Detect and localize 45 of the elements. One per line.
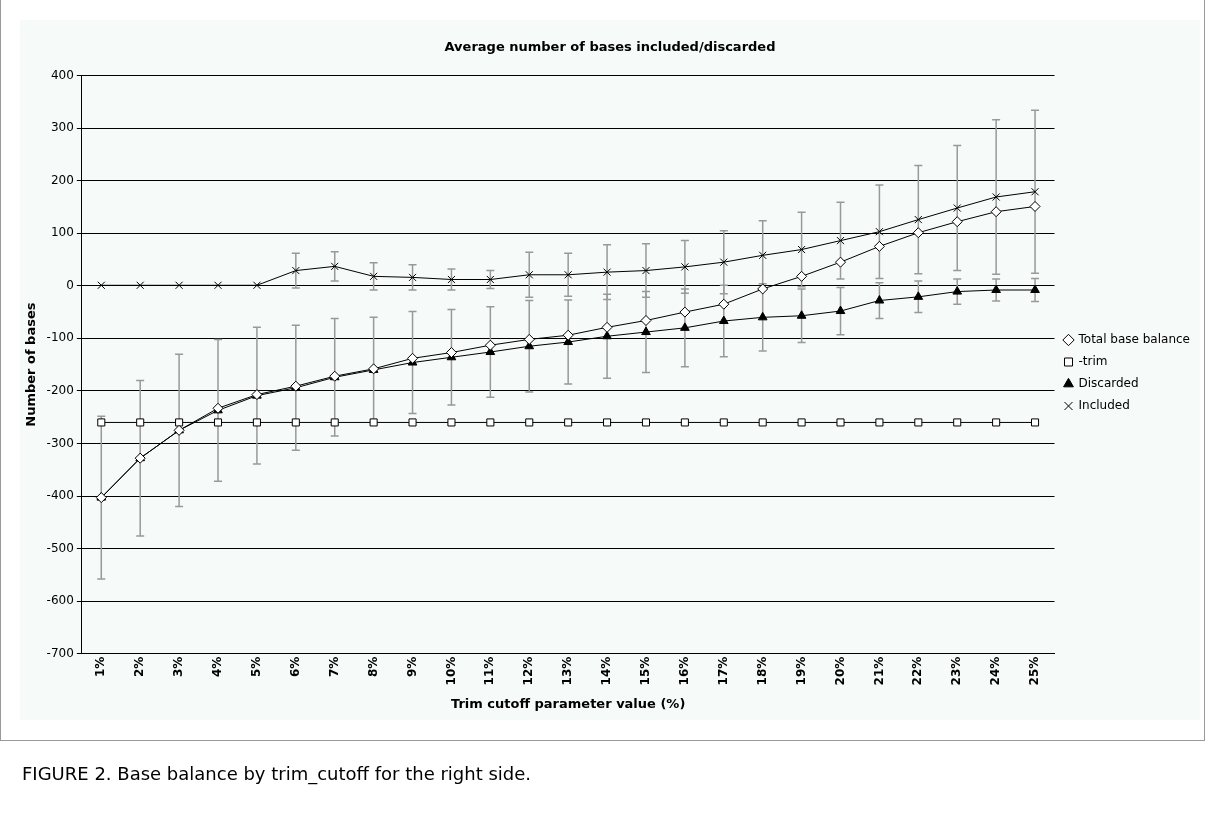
- x-tick-label: 15%: [638, 656, 653, 686]
- x-tick-label: 5%: [249, 656, 264, 678]
- x-tick-label: 3%: [171, 656, 186, 678]
- y-tick-label: -200: [46, 383, 74, 398]
- y-tick-label: 100: [50, 225, 74, 240]
- x-tick-label: 17%: [715, 656, 730, 686]
- x-tick-label: 23%: [949, 656, 964, 686]
- x-tick-label: 2%: [132, 656, 147, 678]
- x-tick-label: 14%: [599, 656, 614, 686]
- y-tick-label: -600: [46, 593, 74, 608]
- x-tick-label: 10%: [443, 656, 458, 686]
- caption: FIGURE 2. Base balance by trim_cutoff for the right side.: [22, 763, 532, 784]
- x-tick-label: 11%: [482, 656, 497, 686]
- x-tick-label: 19%: [793, 656, 808, 686]
- x-tick-label: 21%: [871, 656, 886, 686]
- y-tick-label: -100: [46, 330, 74, 345]
- x-tick-label: 9%: [404, 656, 419, 678]
- y-tick-label: 300: [50, 120, 74, 135]
- x-tick-label: 18%: [754, 656, 769, 686]
- x-tick-label: 4%: [210, 656, 225, 678]
- x-tick-label: 20%: [832, 656, 847, 686]
- x-tick-label: 1%: [93, 656, 108, 678]
- y-tick-label: 200: [50, 172, 74, 187]
- y-axis-title: Number of bases: [23, 302, 39, 427]
- x-axis-title: Trim cutoff parameter value (%): [450, 695, 686, 711]
- x-tick-label: 7%: [326, 656, 341, 678]
- y-tick-label: 400: [50, 67, 74, 82]
- legend-label: Total base balance: [1077, 332, 1191, 347]
- x-tick-label: 16%: [677, 656, 692, 686]
- chart-title: Average number of bases included/discarded: [444, 39, 776, 55]
- x-tick-label: 8%: [365, 656, 380, 678]
- legend-label: -trim: [1078, 354, 1108, 369]
- x-tick-label: 24%: [988, 656, 1003, 686]
- x-tick-label: 25%: [1027, 656, 1042, 686]
- x-tick-label: 6%: [287, 656, 302, 678]
- x-tick-label: 12%: [521, 656, 536, 686]
- y-tick-label: -700: [46, 645, 74, 660]
- y-tick-label: -400: [46, 488, 74, 503]
- legend-label: Discarded: [1078, 376, 1139, 391]
- x-tick-label: 22%: [910, 656, 925, 686]
- y-tick-label: 0: [66, 277, 74, 292]
- y-tick-label: -300: [46, 435, 74, 450]
- y-tick-label: -500: [46, 540, 74, 555]
- x-tick-label: 13%: [560, 656, 575, 686]
- legend-label: Included: [1078, 398, 1130, 413]
